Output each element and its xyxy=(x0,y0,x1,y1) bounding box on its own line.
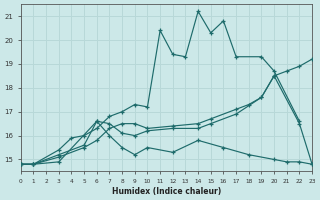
X-axis label: Humidex (Indice chaleur): Humidex (Indice chaleur) xyxy=(112,187,221,196)
